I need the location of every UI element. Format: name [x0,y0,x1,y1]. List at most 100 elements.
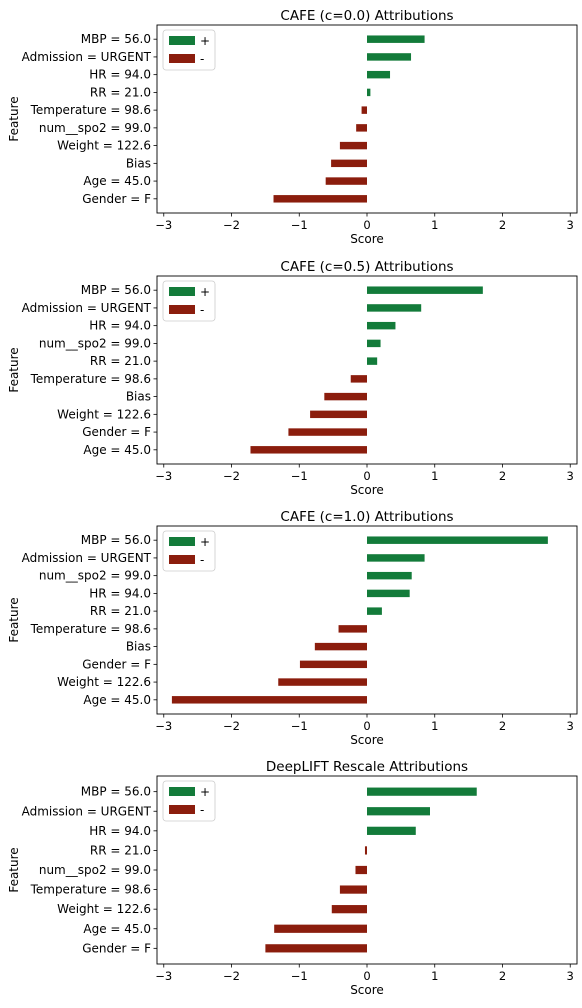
x-tick-label: −3 [155,719,172,733]
bar [367,286,483,294]
bar [331,159,367,168]
y-tick-label: Bias [126,390,151,404]
y-tick-label: Admission = URGENT [22,301,152,315]
y-tick-label: HR = 94.0 [89,68,151,82]
y-tick-label: Weight = 122.6 [57,902,151,916]
y-tick-label: Age = 45.0 [83,443,151,457]
legend-label: + [200,785,210,799]
bar [273,195,367,203]
y-tick-label: num__spo2 = 99.0 [39,336,151,350]
x-tick-label: −2 [223,218,240,232]
legend-swatch [169,54,195,63]
bar [265,944,367,953]
x-tick-label: 3 [567,969,574,983]
bar [310,410,367,419]
x-tick-label: −1 [291,218,308,232]
y-tick-label: MBP = 56.0 [81,785,151,799]
bar [364,846,367,855]
y-tick-label: HR = 94.0 [89,824,151,838]
y-tick-label: Temperature = 98.6 [30,372,151,386]
bar [314,642,367,651]
x-axis-label: Score [350,733,384,747]
x-tick-label: 2 [499,719,506,733]
legend-label: + [200,285,210,299]
y-tick-label: Bias [126,156,151,170]
bar [367,53,412,61]
y-tick-label: Bias [126,640,151,654]
y-tick-label: Weight = 122.6 [57,139,151,153]
axes-frame [156,525,578,715]
bar [325,177,367,185]
y-tick-label: HR = 94.0 [89,586,151,600]
y-tick-label: Gender = F [82,941,151,955]
bar [367,571,412,580]
bar [324,392,367,401]
x-tick-label: 2 [499,969,506,983]
y-tick-label: Admission = URGENT [22,804,152,818]
y-tick-label: Temperature = 98.6 [30,622,151,636]
bar [367,787,477,796]
x-tick-label: −3 [155,469,172,483]
bar [367,88,371,97]
y-axis-label: Feature [7,347,21,392]
y-tick-label: Age = 45.0 [83,174,151,188]
bar [250,446,367,454]
bar [367,826,416,835]
bar [339,141,367,150]
x-tick-label: −3 [155,218,172,232]
x-tick-label: 3 [567,719,574,733]
bar [356,124,367,132]
x-tick-label: −3 [155,969,172,983]
chart-panel-1: CAFE (c=0.0) Attributions MBP = 56.0 Admis… [7,8,578,246]
legend-label: + [200,535,210,549]
y-tick-label: RR = 21.0 [90,354,151,368]
bar [367,70,391,79]
legend: +- [162,280,216,322]
bar [171,696,367,704]
y-tick-label: MBP = 56.0 [81,32,151,46]
legend-label: + [200,34,210,48]
axes-frame [156,275,578,465]
chart-panel-4: DeepLIFT Rescale Attributions MBP = 56.0 A… [7,759,578,997]
bar [299,660,367,669]
y-tick-label: RR = 21.0 [90,843,151,857]
legend-swatch [169,805,195,814]
bar [339,885,367,894]
x-tick-label: 1 [431,969,438,983]
y-tick-label: Temperature = 98.6 [30,883,151,897]
x-axis-label: Score [350,483,384,497]
bar [367,339,381,348]
legend-label: - [200,52,204,66]
y-tick-label: Weight = 122.6 [57,407,151,421]
y-axis-label: Feature [7,96,21,141]
legend: +- [162,780,216,822]
bar [278,678,367,686]
chart-title: CAFE (c=0.5) Attributions [280,259,453,275]
x-tick-label: 1 [431,719,438,733]
y-tick-label: Gender = F [82,657,151,671]
y-tick-label: MBP = 56.0 [81,283,151,297]
y-tick-label: RR = 21.0 [90,604,151,618]
legend-swatch [169,305,195,314]
y-tick-label: MBP = 56.0 [81,533,151,547]
legend-swatch [169,787,195,796]
y-tick-label: RR = 21.0 [90,85,151,99]
x-tick-label: 2 [499,218,506,232]
legend-label: - [200,303,204,317]
chart-title: CAFE (c=0.0) Attributions [280,8,453,24]
y-tick-label: Admission = URGENT [22,551,152,565]
x-axis-label: Score [350,983,384,997]
legend-label: - [200,553,204,567]
bar [274,924,367,933]
axes-frame [156,24,578,214]
bar [367,607,382,615]
y-tick-label: Temperature = 98.6 [30,103,151,117]
bar [367,807,430,816]
x-tick-label: −2 [223,969,240,983]
bar [331,905,367,914]
x-tick-label: 3 [567,469,574,483]
chart-panel-2: CAFE (c=0.5) Attributions MBP = 56.0 Admis… [7,259,578,497]
y-tick-label: Admission = URGENT [22,50,152,64]
axes-frame [156,775,578,965]
